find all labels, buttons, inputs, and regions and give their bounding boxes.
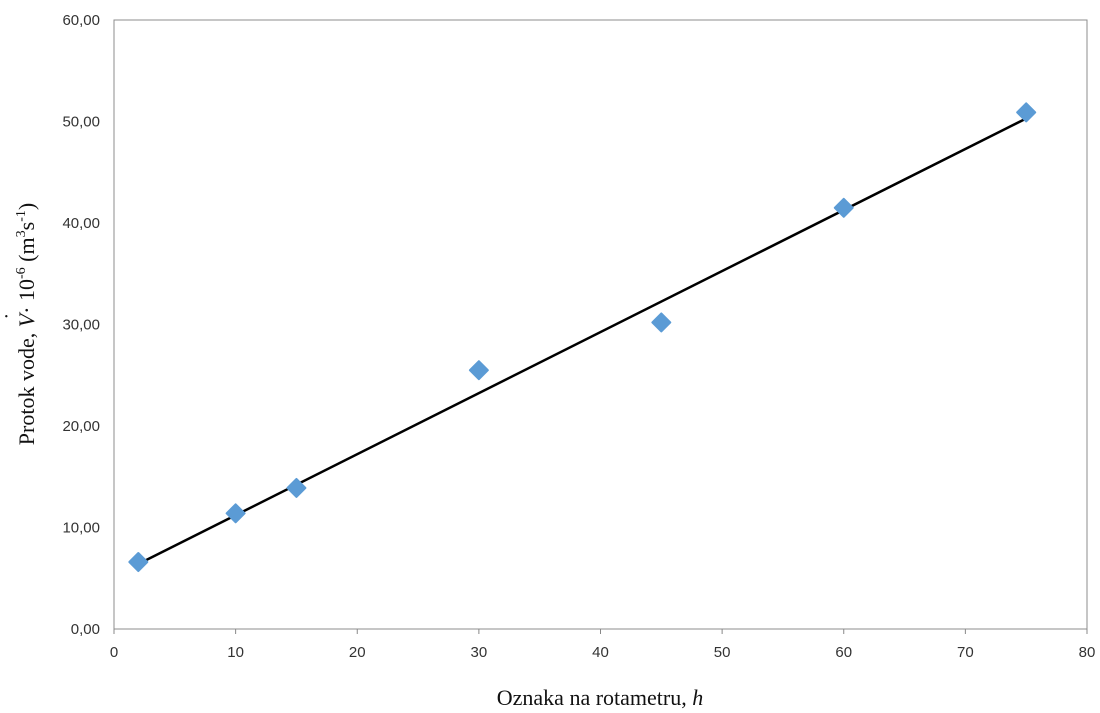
y-tick-label: 60,00 bbox=[62, 12, 100, 29]
y-tick-label: 30,00 bbox=[62, 317, 100, 334]
y-axis-title-unit-close: ) bbox=[14, 203, 39, 210]
y-axis-title-unit-exp1: 3 bbox=[14, 230, 29, 237]
data-point bbox=[128, 552, 149, 573]
plot-area-frame bbox=[113, 19, 1088, 630]
y-axis-title: Protok vode, V· 10-6 (m3s-1) bbox=[14, 203, 39, 445]
y-tick-label: 20,00 bbox=[62, 418, 100, 435]
x-axis-title-text: Oznaka na rotametru, bbox=[497, 685, 692, 710]
x-axis-title: Oznaka na rotametru, h bbox=[497, 685, 703, 710]
y-axis-title-symbol: V bbox=[14, 311, 39, 327]
trendline bbox=[137, 117, 1027, 566]
y-axis-tick-labels: 0,00 10,00 20,00 30,00 40,00 50,00 60,00 bbox=[62, 12, 100, 638]
y-axis-title-unit-mid: s bbox=[14, 222, 39, 231]
y-axis-title-unit-exp2: -1 bbox=[14, 210, 29, 222]
x-tick-label: 0 bbox=[110, 644, 118, 661]
data-point bbox=[286, 477, 307, 498]
x-tick-label: 30 bbox=[471, 644, 488, 661]
y-axis-title-prefix: Protok vode, bbox=[14, 327, 39, 445]
x-tick-label: 50 bbox=[714, 644, 731, 661]
x-tick-label: 10 bbox=[227, 644, 244, 661]
y-tick-label: 0,00 bbox=[71, 621, 100, 638]
x-axis-tick-marks bbox=[113, 629, 1088, 634]
x-tick-label: 40 bbox=[592, 644, 609, 661]
data-point bbox=[833, 197, 854, 218]
data-point bbox=[1016, 102, 1037, 123]
data-point bbox=[651, 312, 672, 333]
x-tick-label: 80 bbox=[1079, 644, 1096, 661]
data-point bbox=[225, 503, 246, 524]
x-tick-label: 60 bbox=[835, 644, 852, 661]
y-tick-label: 40,00 bbox=[62, 215, 100, 232]
y-axis-title-factor: · 10 bbox=[14, 279, 39, 314]
x-axis-title-symbol: h bbox=[692, 685, 703, 710]
x-tick-label: 20 bbox=[349, 644, 366, 661]
y-axis-title-group: Protok vode, V· 10-6 (m3s-1) ˙ bbox=[0, 203, 39, 445]
y-axis-title-overdot: ˙ bbox=[0, 313, 25, 320]
data-point bbox=[468, 360, 489, 381]
y-tick-label: 50,00 bbox=[62, 114, 100, 131]
x-tick-label: 70 bbox=[957, 644, 974, 661]
trendline-group bbox=[137, 117, 1027, 566]
y-axis-title-factor-exp: -6 bbox=[14, 267, 29, 279]
y-axis-title-unit-open: (m bbox=[14, 237, 39, 267]
y-tick-label: 10,00 bbox=[62, 520, 100, 537]
data-points bbox=[128, 102, 1037, 573]
x-axis-tick-labels: 0 10 20 30 40 50 60 70 80 bbox=[110, 644, 1096, 661]
